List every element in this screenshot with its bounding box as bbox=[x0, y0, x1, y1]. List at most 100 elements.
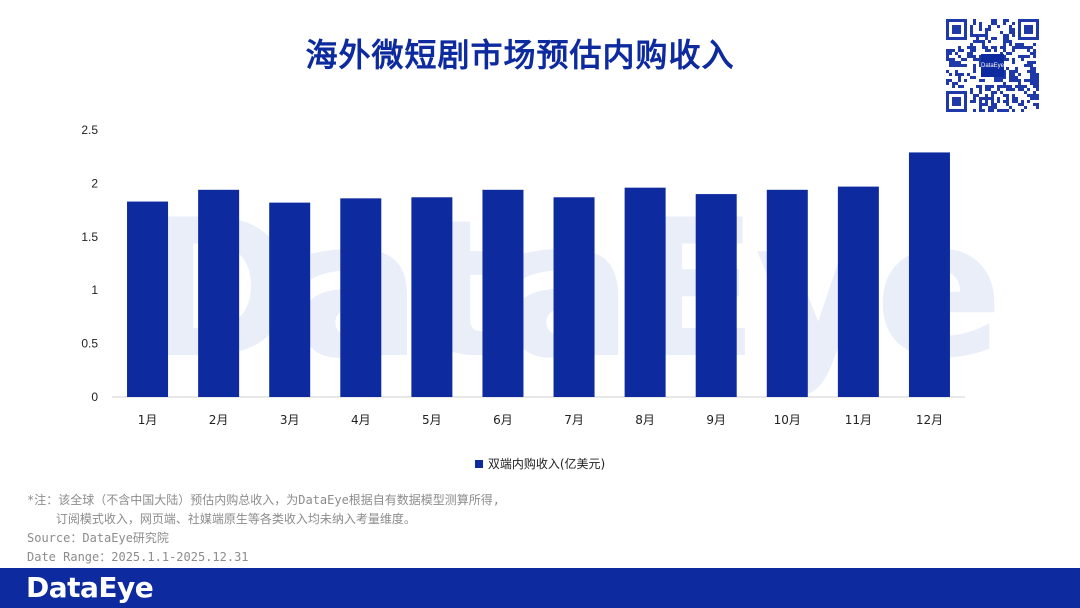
qr-module bbox=[973, 19, 976, 22]
qr-module bbox=[1036, 97, 1039, 100]
bar bbox=[695, 194, 737, 397]
qr-module bbox=[964, 64, 967, 67]
qr-module bbox=[961, 64, 964, 67]
qr-module bbox=[1027, 49, 1030, 52]
qr-module bbox=[1012, 94, 1015, 97]
qr-module bbox=[1018, 79, 1021, 82]
bar bbox=[766, 189, 808, 397]
bar bbox=[411, 197, 453, 397]
qr-module bbox=[1024, 79, 1027, 82]
qr-module bbox=[1006, 97, 1009, 100]
qr-module bbox=[994, 46, 997, 49]
qr-module bbox=[1033, 73, 1036, 76]
qr-module bbox=[1030, 67, 1033, 70]
qr-module bbox=[1018, 55, 1021, 58]
qr-module bbox=[1021, 88, 1024, 91]
qr-module bbox=[1027, 88, 1030, 91]
qr-module bbox=[1030, 46, 1033, 49]
qr-module bbox=[982, 109, 985, 112]
qr-module bbox=[1015, 46, 1018, 49]
qr-module bbox=[1012, 49, 1015, 52]
qr-module bbox=[1033, 103, 1036, 106]
qr-module bbox=[988, 106, 991, 109]
x-tick-label: 5月 bbox=[422, 413, 442, 427]
qr-module bbox=[1015, 43, 1018, 46]
qr-module bbox=[1006, 52, 1009, 55]
qr-module bbox=[970, 91, 973, 94]
qr-module bbox=[1003, 73, 1006, 76]
qr-module bbox=[991, 22, 994, 25]
qr-module bbox=[1009, 79, 1012, 82]
bar bbox=[482, 189, 524, 397]
qr-module bbox=[1009, 28, 1012, 31]
x-tick-label: 7月 bbox=[564, 413, 584, 427]
qr-module bbox=[1012, 109, 1015, 112]
qr-module bbox=[1006, 94, 1009, 97]
qr-module bbox=[979, 58, 982, 61]
x-tick-label: 10月 bbox=[774, 413, 801, 427]
qr-module bbox=[1033, 82, 1036, 85]
qr-module bbox=[1009, 43, 1012, 46]
qr-module bbox=[970, 31, 973, 34]
qr-module bbox=[973, 100, 976, 103]
qr-module bbox=[985, 46, 988, 49]
qr-module bbox=[949, 64, 952, 67]
qr-module bbox=[949, 79, 952, 82]
qr-module bbox=[988, 85, 991, 88]
qr-finder-core bbox=[952, 25, 961, 34]
qr-module bbox=[1006, 40, 1009, 43]
footer-bar: DataEye bbox=[0, 568, 1080, 608]
qr-module bbox=[1006, 19, 1009, 22]
qr-module bbox=[1015, 76, 1018, 79]
qr-module bbox=[970, 46, 973, 49]
qr-module bbox=[955, 70, 958, 73]
qr-module bbox=[1012, 61, 1015, 64]
qr-module bbox=[985, 103, 988, 106]
qr-module bbox=[973, 34, 976, 37]
qr-module bbox=[1030, 97, 1033, 100]
qr-module bbox=[994, 37, 997, 40]
qr-module bbox=[985, 94, 988, 97]
qr-module bbox=[949, 73, 952, 76]
qr-module bbox=[1033, 91, 1036, 94]
note-line: *注：该全球（不含中国大陆）预估内购总收入，为DataEye根据自有数据模型测算… bbox=[27, 493, 501, 507]
qr-module bbox=[973, 94, 976, 97]
qr-module bbox=[946, 79, 949, 82]
qr-module bbox=[1030, 52, 1033, 55]
qr-module bbox=[991, 100, 994, 103]
qr-module bbox=[1003, 40, 1006, 43]
qr-module bbox=[1018, 85, 1021, 88]
qr-module bbox=[1012, 73, 1015, 76]
qr-module bbox=[1009, 106, 1012, 109]
date-range-line: Date Range：2025.1.1-2025.12.31 bbox=[27, 550, 249, 564]
qr-code: DataEye bbox=[946, 19, 1039, 112]
qr-module bbox=[1030, 61, 1033, 64]
qr-module bbox=[1021, 103, 1024, 106]
x-tick-label: 9月 bbox=[706, 413, 726, 427]
qr-module bbox=[982, 103, 985, 106]
qr-module bbox=[1015, 97, 1018, 100]
bar bbox=[269, 202, 311, 397]
qr-module bbox=[946, 58, 949, 61]
qr-module bbox=[1009, 88, 1012, 91]
qr-module bbox=[1030, 64, 1033, 67]
qr-module bbox=[958, 55, 961, 58]
qr-module bbox=[1027, 100, 1030, 103]
qr-module bbox=[994, 19, 997, 22]
qr-module bbox=[1015, 67, 1018, 70]
qr-module bbox=[1033, 55, 1036, 58]
qr-module bbox=[1009, 76, 1012, 79]
qr-module bbox=[979, 109, 982, 112]
qr-module bbox=[994, 76, 997, 79]
qr-module bbox=[1030, 73, 1033, 76]
qr-module bbox=[967, 52, 970, 55]
qr-module bbox=[1033, 79, 1036, 82]
qr-module bbox=[979, 40, 982, 43]
qr-module bbox=[1003, 22, 1006, 25]
qr-module bbox=[1027, 79, 1030, 82]
qr-module bbox=[961, 73, 964, 76]
qr-module bbox=[1033, 52, 1036, 55]
qr-module bbox=[970, 25, 973, 28]
qr-module bbox=[991, 85, 994, 88]
y-tick-label: 0.5 bbox=[81, 337, 98, 351]
